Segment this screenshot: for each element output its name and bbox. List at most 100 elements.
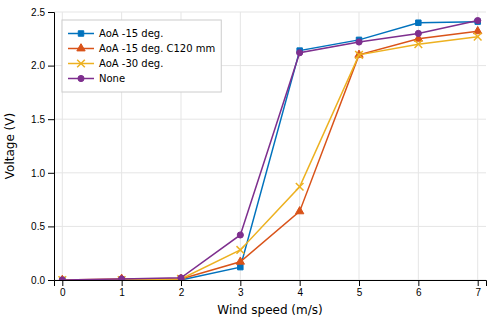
- x-axis-tick: 7: [475, 280, 481, 298]
- grid-line-y: [54, 226, 486, 227]
- x-axis-tick-mark: [418, 280, 419, 286]
- y-axis-tick: 1.5: [31, 114, 54, 125]
- x-axis-tick-label: 1: [119, 287, 125, 298]
- x-axis-tick-label: 6: [416, 287, 422, 298]
- series-line: [62, 31, 477, 280]
- y-axis-tick: 0.0: [31, 275, 54, 286]
- grid-line-y: [54, 119, 486, 120]
- x-axis-tick: 4: [297, 280, 303, 298]
- y-axis-tick-label: 1.0: [31, 168, 45, 179]
- legend-marker: [78, 75, 84, 81]
- series-marker: [474, 26, 482, 33]
- series-marker: [59, 277, 65, 280]
- series-marker: [238, 264, 243, 269]
- series-marker: [474, 33, 482, 41]
- x-axis-tick-label: 0: [60, 287, 66, 298]
- y-axis: 0.0 0.5 1.0 1.5 2.0 2.5: [31, 7, 54, 286]
- series-line: [62, 22, 477, 280]
- legend-label: AoA -30 deg.: [99, 58, 163, 69]
- x-axis-tick-mark: [181, 280, 182, 286]
- y-axis-tick-label: 2.5: [31, 7, 45, 18]
- y-axis-tick: 2.0: [31, 60, 54, 71]
- series-marker: [236, 257, 244, 264]
- series-marker: [237, 232, 243, 238]
- y-axis-tick-mark: [48, 173, 54, 174]
- plot: 012345670.00.51.01.52.02.5AoA -15 deg.Ao…: [31, 7, 486, 298]
- y-axis-tick-mark: [48, 119, 54, 120]
- x-axis-line: [55, 281, 487, 287]
- series-marker: [60, 277, 65, 280]
- grid-line-x: [240, 12, 241, 280]
- x-axis-tick-mark: [240, 280, 241, 286]
- y-axis-title: Voltage (V): [3, 113, 17, 179]
- x-axis-tick-label: 3: [238, 287, 244, 298]
- y-axis-tick-mark: [48, 226, 54, 227]
- series-marker: [236, 246, 244, 254]
- y-axis-line: [48, 13, 55, 281]
- series-marker: [178, 275, 184, 280]
- legend: AoA -15 deg. AoA -15 deg. C120 mm AoA -30 …: [62, 20, 221, 92]
- x-axis-tick-mark: [300, 280, 301, 286]
- chart-container: 012345670.00.51.01.52.02.5AoA -15 deg.Ao…: [0, 0, 500, 322]
- x-axis-tick-label: 5: [357, 287, 363, 298]
- x-axis-tick-label: 4: [297, 287, 303, 298]
- legend-label: AoA -15 deg.: [99, 28, 163, 39]
- legend-item: AoA -15 deg. C120 mm: [68, 43, 215, 54]
- y-axis-tick-label: 0.5: [31, 221, 45, 232]
- series-marker: [117, 274, 125, 280]
- x-axis: 01234567: [55, 280, 487, 298]
- y-axis-tick-mark: [48, 280, 54, 281]
- y-axis-tick: 2.5: [31, 7, 54, 18]
- legend-marker: [78, 31, 83, 36]
- x-axis-tick-mark: [478, 280, 479, 286]
- x-axis-tick: 6: [416, 280, 422, 298]
- x-axis-tick-mark: [62, 280, 63, 286]
- series-marker: [177, 275, 185, 280]
- chart: 012345670.00.51.01.52.02.5AoA -15 deg.Ao…: [0, 0, 500, 322]
- series: [60, 19, 481, 280]
- y-axis-tick-label: 2.0: [31, 60, 45, 71]
- x-axis-tick-mark: [359, 280, 360, 286]
- y-axis-tick-label: 1.5: [31, 114, 45, 125]
- y-axis-tick-mark: [48, 12, 54, 13]
- y-axis-tick-mark: [48, 66, 54, 67]
- legend-box: [62, 20, 221, 92]
- y-axis-tick: 1.0: [31, 168, 54, 179]
- x-axis-tick-mark: [122, 280, 123, 286]
- series: [58, 26, 482, 280]
- grid-line-x: [418, 12, 419, 280]
- legend-label: None: [99, 73, 125, 84]
- series-marker: [475, 17, 481, 23]
- series-marker: [58, 275, 66, 280]
- y-axis-tick-label: 0.0: [31, 275, 45, 286]
- x-axis-title: Wind speed (m/s): [217, 303, 322, 317]
- x-axis-tick: 0: [60, 280, 66, 298]
- legend-label: AoA -15 deg. C120 mm: [99, 43, 215, 54]
- y-axis-tick: 0.5: [31, 221, 54, 232]
- series-marker: [296, 183, 304, 191]
- series-marker: [415, 30, 421, 36]
- x-axis-tick-label: 7: [475, 287, 481, 298]
- series-marker: [119, 276, 125, 280]
- x-axis-tick: 5: [357, 280, 363, 298]
- grid-line-y: [54, 12, 486, 13]
- series-group: [58, 17, 482, 280]
- series-marker: [118, 276, 126, 280]
- series-marker: [415, 40, 423, 48]
- grid: [54, 12, 486, 280]
- legend-item: None: [68, 73, 125, 84]
- grid-line-y: [54, 172, 486, 173]
- grid-line-x: [477, 12, 478, 280]
- series-marker: [297, 50, 303, 56]
- series-marker: [416, 20, 421, 25]
- x-axis-tick: 1: [119, 280, 125, 298]
- series-marker: [356, 39, 362, 45]
- series-line: [62, 21, 477, 280]
- series-marker: [355, 51, 363, 59]
- legend-item: AoA -15 deg.: [68, 28, 163, 39]
- series-marker: [296, 207, 304, 214]
- series-marker: [58, 276, 66, 280]
- series-line: [62, 37, 477, 280]
- x-axis-tick: 3: [238, 280, 244, 298]
- legend-marker: [77, 44, 85, 51]
